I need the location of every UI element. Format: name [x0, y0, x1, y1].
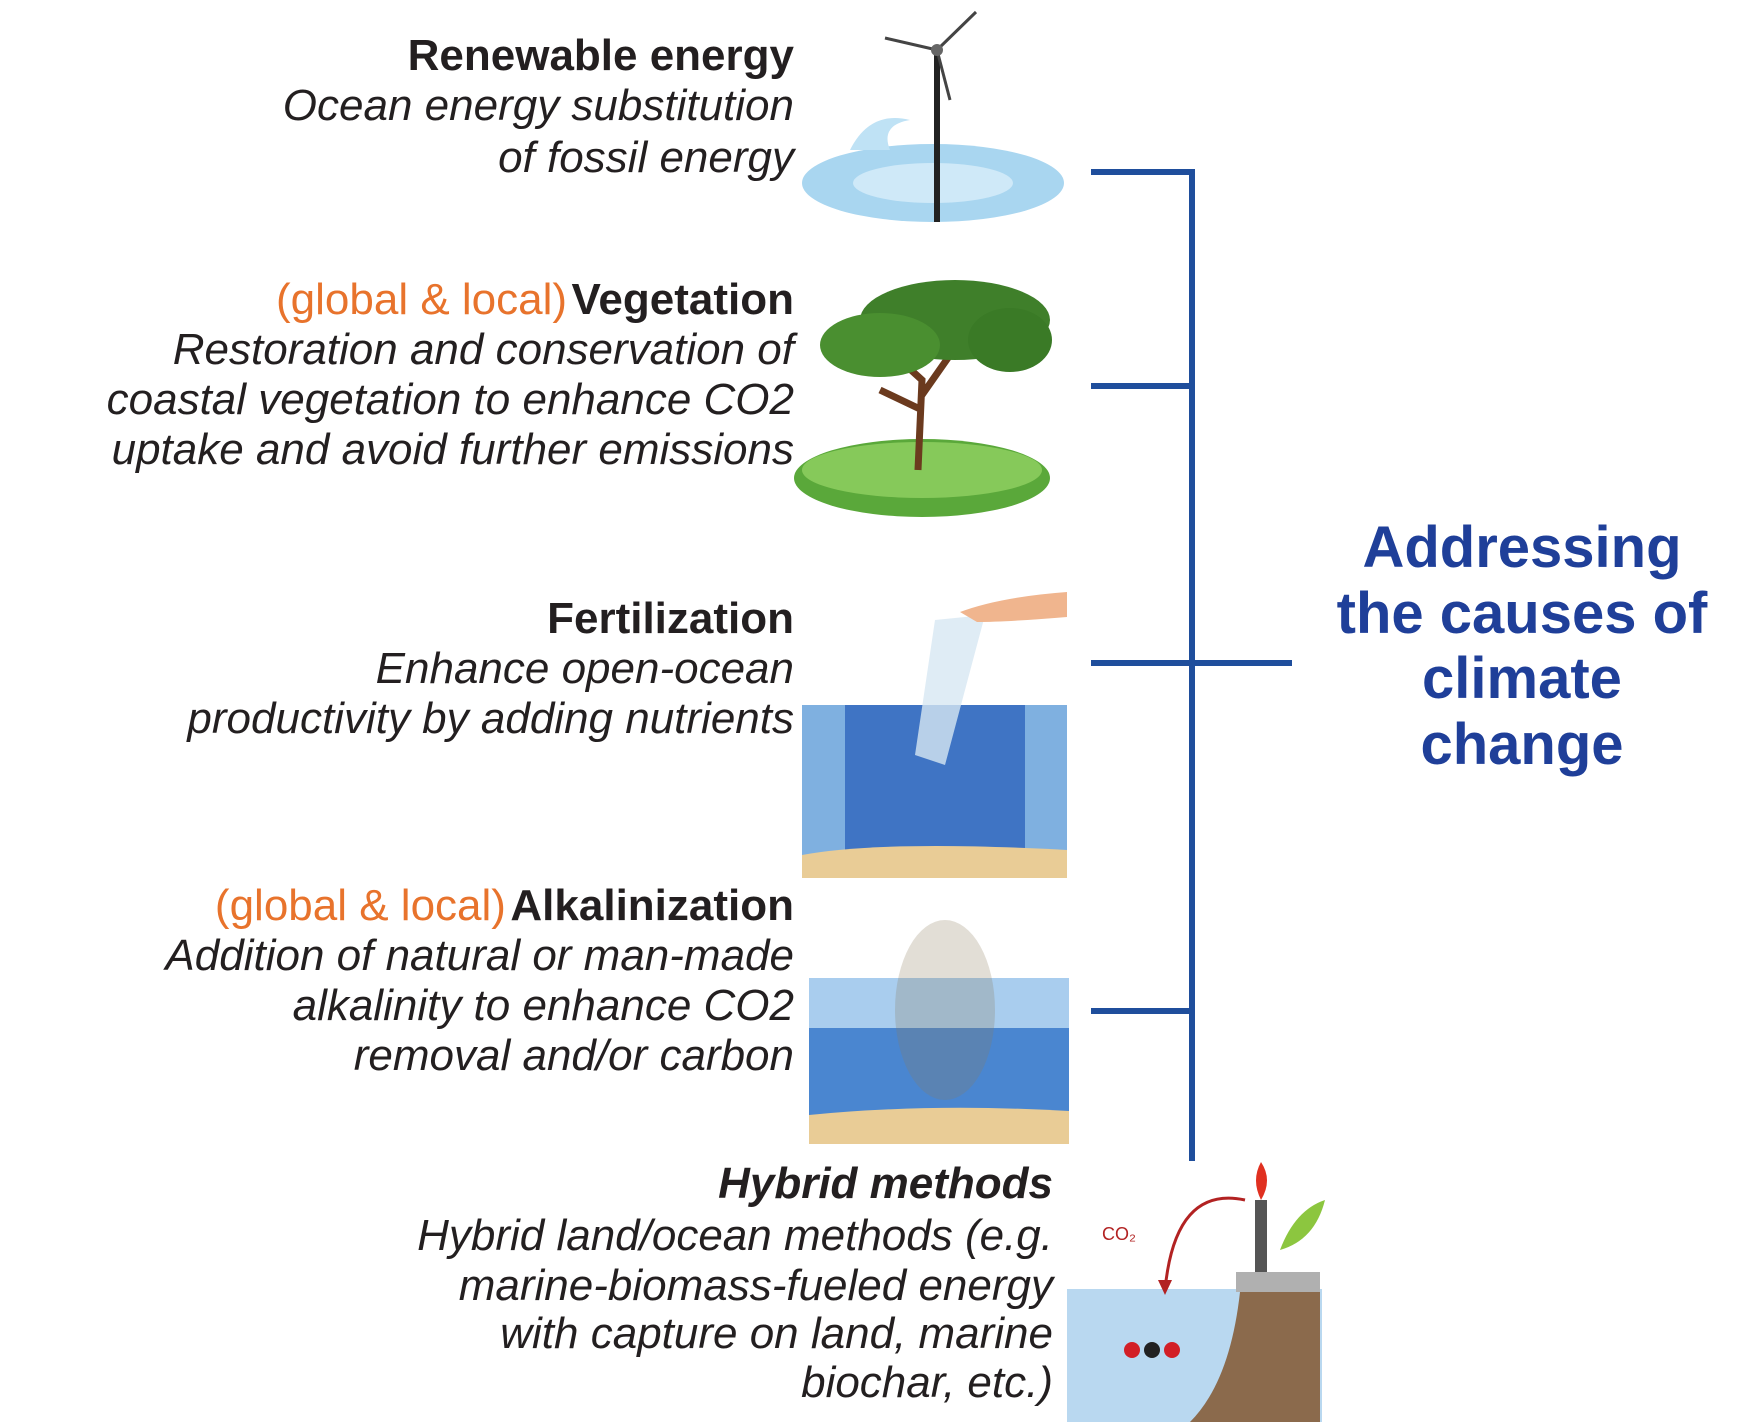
turbine-illustration [802, 12, 1064, 222]
tree-illustration [794, 280, 1052, 517]
title: Fertilization [547, 594, 794, 643]
description-line: uptake and avoid further emissions [112, 425, 794, 474]
scope-tag: (global & local) [276, 275, 567, 324]
description-line: productivity by adding nutrients [185, 694, 794, 743]
title: Vegetation [572, 275, 795, 324]
method-title: Fertilization [547, 594, 794, 643]
hybrid-illustration: CO₂ [1067, 1162, 1325, 1422]
description-line: Addition of natural or man-made [162, 931, 794, 980]
method-title: Hybrid methods [718, 1159, 1053, 1208]
description-line: of fossil energy [498, 133, 797, 182]
description-line: Enhance open-ocean [376, 644, 794, 693]
description-line: removal and/or carbon [354, 1031, 794, 1080]
method-title: Renewable energy [408, 31, 795, 80]
description-line: biochar, etc.) [801, 1358, 1053, 1407]
description-line: Ocean energy substitution [283, 81, 794, 130]
title: Renewable energy [408, 31, 795, 80]
co2-label: CO₂ [1102, 1224, 1136, 1244]
description-line: Hybrid land/ocean methods (e.g. [417, 1211, 1053, 1260]
side-label-line: climate [1422, 646, 1622, 711]
description-line: Restoration and conservation of [173, 325, 799, 374]
method-title: (global & local) Vegetation [276, 275, 794, 324]
fertilization-illustration [802, 592, 1067, 878]
side-label-line: change [1420, 712, 1623, 777]
description-line: alkalinity to enhance CO2 [293, 981, 794, 1030]
description-line: coastal vegetation to enhance CO2 [107, 375, 794, 424]
method-title: (global & local) Alkalinization [215, 881, 794, 930]
description-line: with capture on land, marine [500, 1309, 1053, 1358]
side-label-line: the causes of [1337, 581, 1708, 646]
scope-tag: (global & local) [215, 881, 506, 930]
diagram: CO₂ Renewable energyOcean energy substit… [0, 0, 1742, 1422]
title: Hybrid methods [718, 1159, 1053, 1208]
bracket [1091, 169, 1292, 1161]
alkalinization-illustration [809, 920, 1069, 1144]
title: Alkalinization [510, 881, 794, 930]
description-line: marine-biomass-fueled energy [459, 1261, 1056, 1310]
side-label-line: Addressing [1362, 515, 1681, 580]
